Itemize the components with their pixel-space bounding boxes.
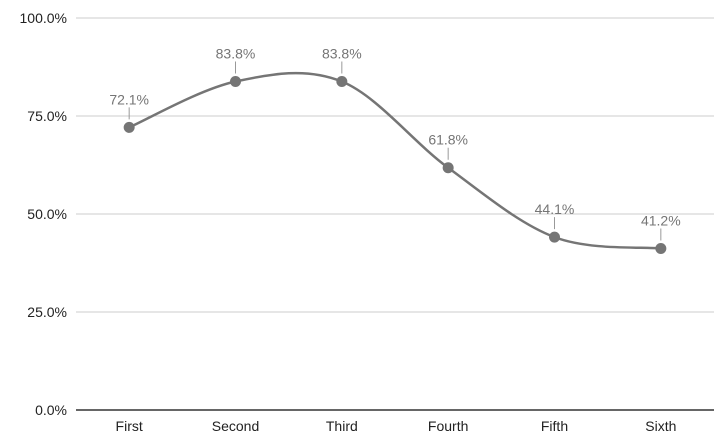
data-label: 41.2%: [641, 212, 681, 228]
data-label: 72.1%: [109, 91, 149, 107]
data-label: 83.8%: [322, 46, 362, 62]
data-point: [123, 121, 135, 133]
y-tick-label: 50.0%: [27, 206, 67, 222]
data-labels-group: 72.1% 83.8% 83.8% 61.8% 44.1% 41.2%: [109, 46, 681, 241]
x-tick-label: Fourth: [428, 418, 468, 434]
data-point: [230, 76, 241, 88]
y-tick-label: 25.0%: [27, 304, 67, 320]
y-tick-label: 75.0%: [27, 108, 67, 124]
series-line: [128, 71, 661, 250]
data-point: [549, 231, 560, 243]
y-axis: 0.0% 25.0% 50.0% 75.0% 100.0%: [20, 10, 67, 418]
gridlines: [76, 17, 714, 313]
data-point: [442, 162, 454, 174]
data-label: 83.8%: [216, 46, 256, 62]
y-tick-label: 100.0%: [20, 10, 67, 26]
x-tick-label: Sixth: [645, 418, 676, 434]
data-label: 61.8%: [428, 132, 468, 148]
x-tick-label: Third: [326, 418, 358, 434]
data-point: [655, 242, 667, 254]
x-axis: First Second Third Fourth Fifth Sixth: [76, 409, 714, 434]
x-tick-label: Second: [212, 418, 259, 434]
data-label: 44.1%: [535, 201, 575, 217]
x-tick-label: Fifth: [541, 418, 568, 434]
data-point: [336, 76, 348, 88]
series-group: [123, 71, 667, 254]
x-tick-label: First: [116, 418, 143, 434]
y-tick-label: 0.0%: [35, 402, 67, 418]
